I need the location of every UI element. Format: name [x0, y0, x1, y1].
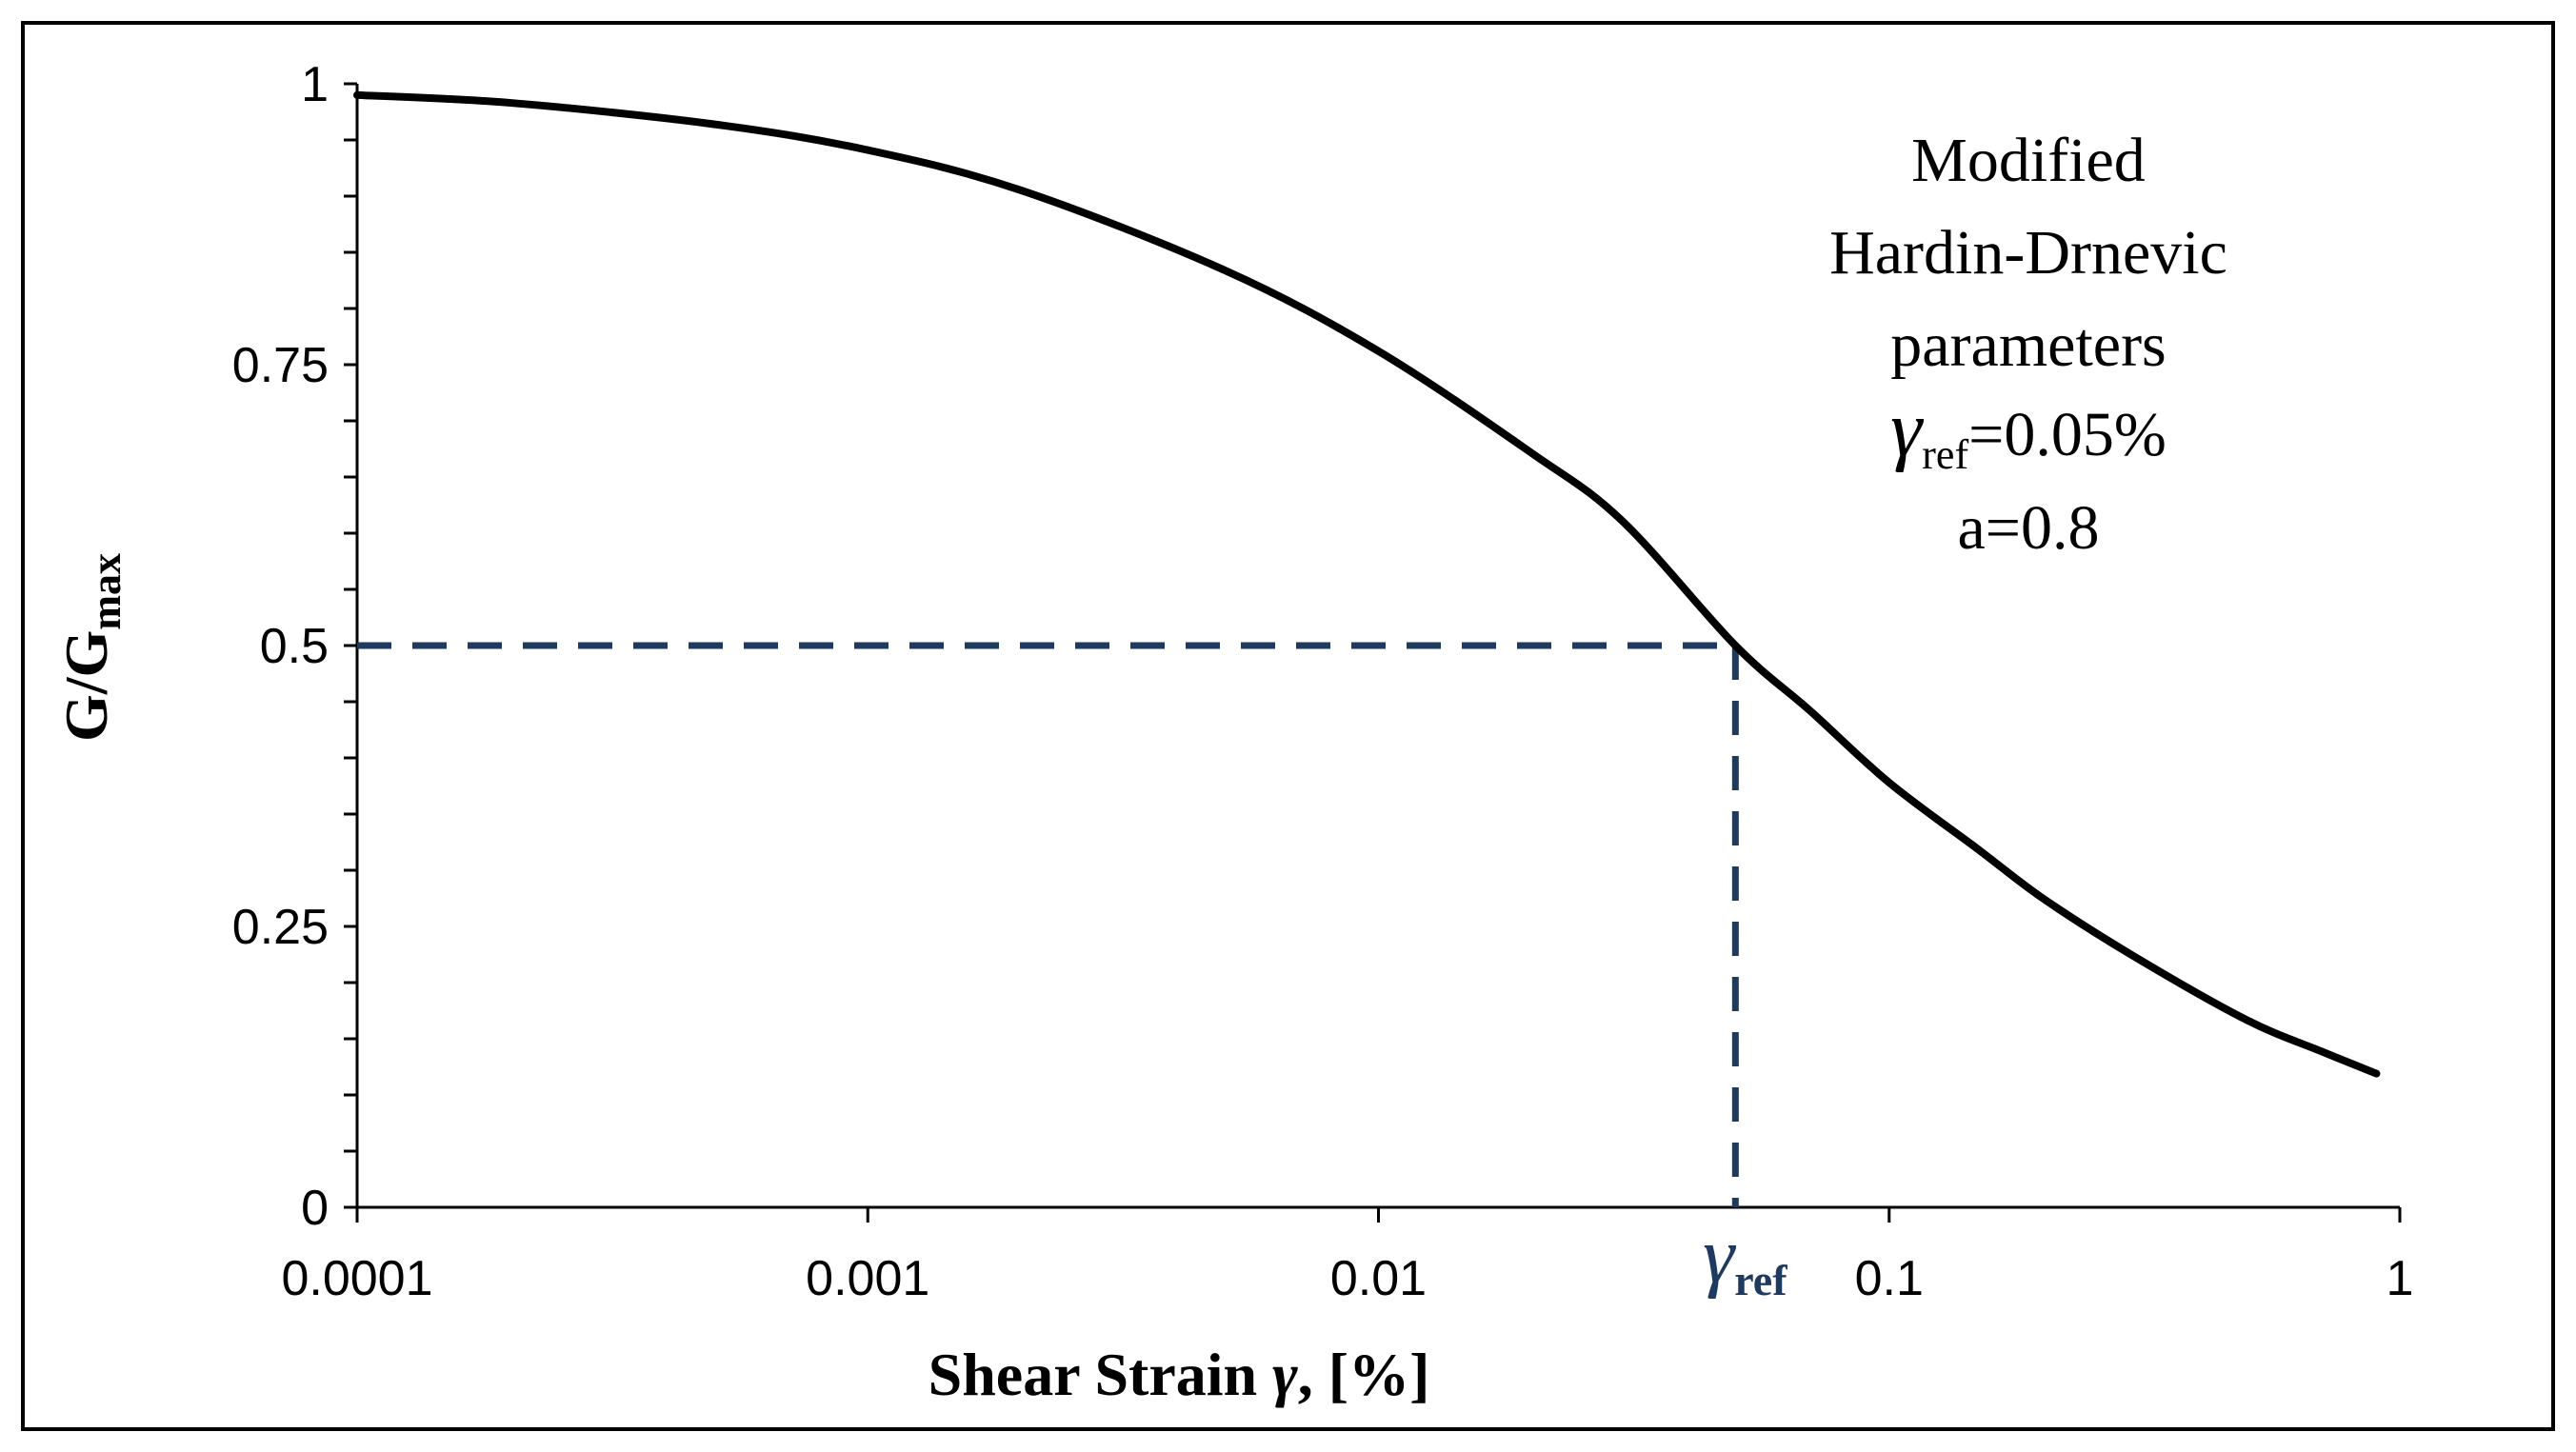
x-tick-label: 0.1 — [1855, 1251, 1924, 1306]
y-tick-label: 0.25 — [232, 900, 329, 955]
y-axis-title-subscript: max — [83, 553, 130, 630]
x-tick-label: 0.001 — [806, 1251, 929, 1306]
annotation-gamma-ref: γref=0.05% — [1890, 385, 2167, 478]
annotation-a-value: a=0.8 — [1957, 493, 2099, 563]
annotation-line-2: Hardin-Drnevic — [1829, 218, 2227, 288]
y-tick-labels: 0 0.25 0.5 0.75 1 — [232, 57, 329, 1236]
x-tick-label: 1 — [2386, 1251, 2414, 1306]
reference-label-subscript: ref — [1734, 1256, 1787, 1304]
y-tick-label: 1 — [301, 57, 329, 112]
x-tick-labels: 0.0001 0.001 0.01 0.1 1 — [281, 1251, 2413, 1306]
parameter-annotation: Modified Hardin-Drnevic parameters γref=… — [1829, 126, 2227, 563]
y-ticks — [344, 82, 357, 1209]
y-axis-title: G/Gmax — [52, 553, 130, 742]
reference-x-label: γref — [1703, 1211, 1787, 1304]
y-tick-label: 0 — [301, 1181, 329, 1236]
annotation-line-1: Modified — [1911, 126, 2146, 195]
series-line-modified-hardin-drnevic — [353, 90, 2381, 1078]
x-tick-label: 0.01 — [1330, 1251, 1427, 1306]
annotation-gamma-subscript: ref — [1922, 431, 1968, 478]
x-axis-title-symbol: γ — [1272, 1341, 1298, 1408]
annotation-gamma-value: =0.05% — [1968, 400, 2167, 469]
y-tick-label: 0.75 — [232, 338, 329, 393]
reference-label-symbol: γ — [1703, 1211, 1736, 1300]
x-axis-title: Shear Strain γ, [%] — [929, 1341, 1430, 1408]
annotation-line-3: parameters — [1890, 310, 2167, 380]
plot-area: 0 0.25 0.5 0.75 1 0.0001 0.001 0.01 0.1 1 — [232, 57, 2414, 1306]
x-tick-label: 0.0001 — [281, 1251, 432, 1306]
y-tick-label: 0.5 — [260, 619, 329, 674]
x-ticks — [355, 1207, 2402, 1223]
annotation-gamma-symbol: γ — [1890, 385, 1924, 473]
outer-frame — [21, 21, 2555, 1431]
